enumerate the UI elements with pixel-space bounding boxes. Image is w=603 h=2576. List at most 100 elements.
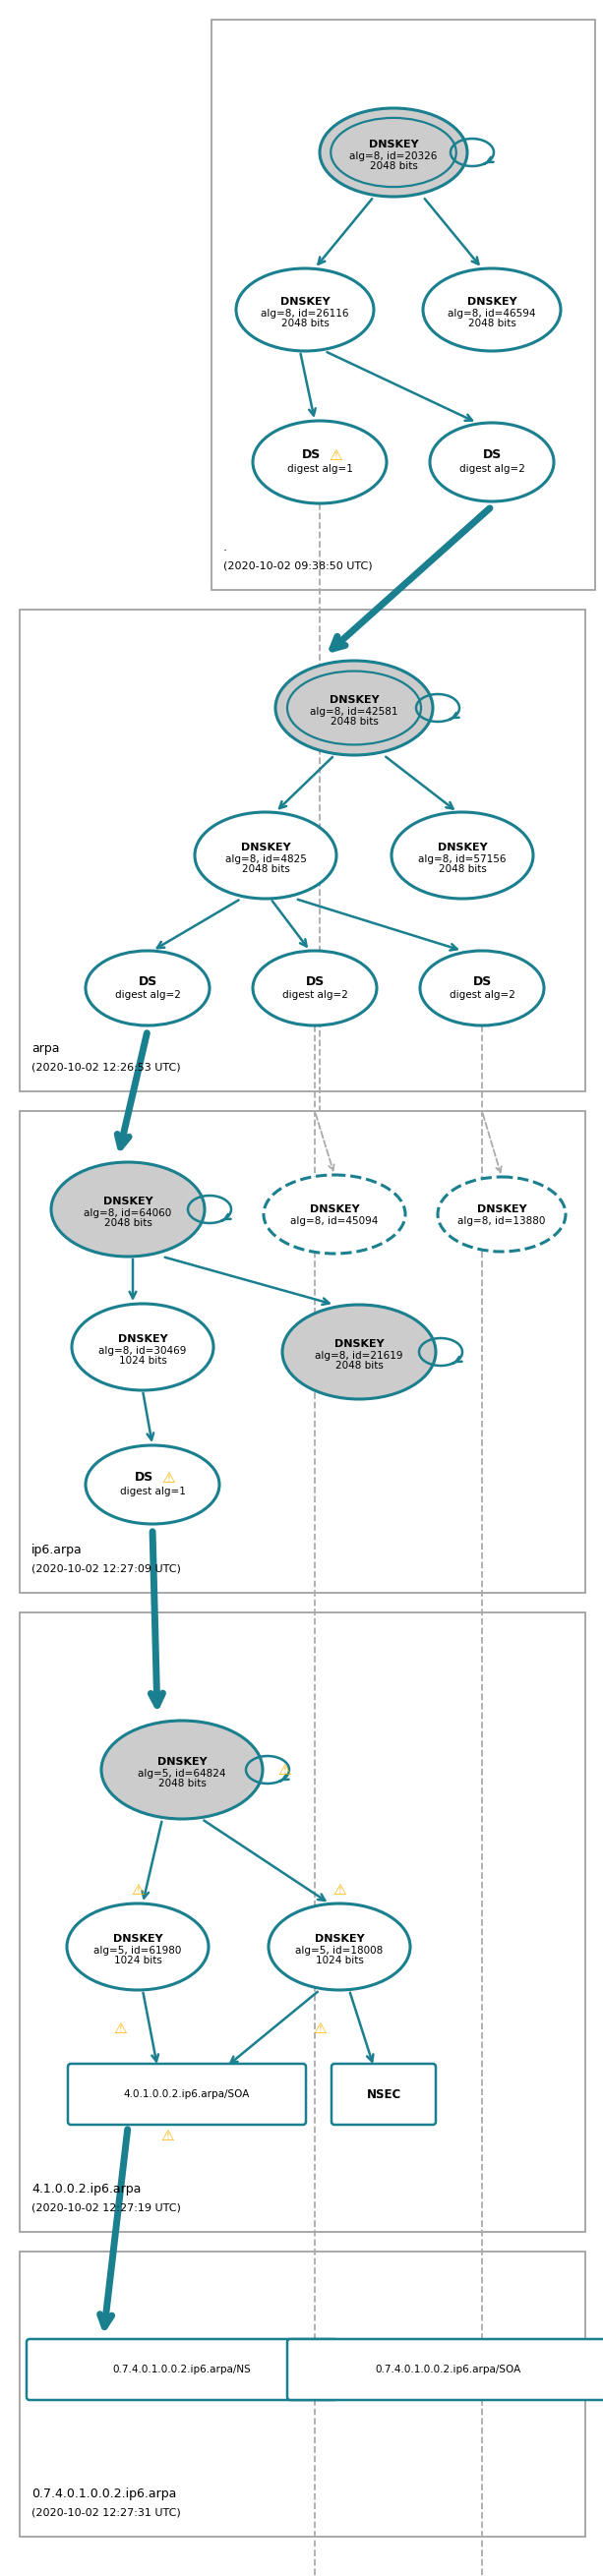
Text: DNSKEY: DNSKEY <box>368 139 418 149</box>
Text: 2048 bits: 2048 bits <box>438 863 487 873</box>
Text: DNSKEY: DNSKEY <box>329 696 379 706</box>
Ellipse shape <box>320 108 467 196</box>
Bar <box>212 21 595 590</box>
Text: DNSKEY: DNSKEY <box>334 1340 384 1350</box>
Text: 2048 bits: 2048 bits <box>281 319 329 327</box>
Text: digest alg=2: digest alg=2 <box>115 989 180 999</box>
Ellipse shape <box>438 1177 566 1252</box>
Text: DNSKEY: DNSKEY <box>113 1935 163 1945</box>
Bar <box>20 2251 586 2537</box>
Text: ⚠: ⚠ <box>131 1883 144 1896</box>
Ellipse shape <box>423 268 561 350</box>
Text: ⚠: ⚠ <box>162 1471 175 1486</box>
Text: (2020-10-02 12:27:09 UTC): (2020-10-02 12:27:09 UTC) <box>31 1564 181 1574</box>
Text: digest alg=1: digest alg=1 <box>119 1486 185 1497</box>
Text: DS: DS <box>302 448 321 461</box>
Text: arpa: arpa <box>31 1043 60 1056</box>
Ellipse shape <box>287 672 421 744</box>
Text: DNSKEY: DNSKEY <box>280 296 330 307</box>
Text: 1024 bits: 1024 bits <box>119 1355 166 1365</box>
Text: 4.0.1.0.0.2.ip6.arpa/SOA: 4.0.1.0.0.2.ip6.arpa/SOA <box>124 2089 250 2099</box>
Text: alg=8, id=26116: alg=8, id=26116 <box>261 309 349 319</box>
Text: NSEC: NSEC <box>366 2087 401 2099</box>
Text: DNSKEY: DNSKEY <box>315 1935 364 1945</box>
Text: DS: DS <box>482 448 501 461</box>
Text: alg=8, id=46594: alg=8, id=46594 <box>448 309 536 319</box>
Text: DS: DS <box>305 974 324 987</box>
Ellipse shape <box>331 118 456 188</box>
Text: 2048 bits: 2048 bits <box>158 1777 206 1788</box>
Bar <box>20 1110 586 1592</box>
Text: alg=5, id=18008: alg=5, id=18008 <box>295 1945 384 1955</box>
Ellipse shape <box>51 1162 204 1257</box>
Ellipse shape <box>101 1721 263 1819</box>
Ellipse shape <box>72 1303 213 1391</box>
Text: 0.7.4.0.1.0.0.2.ip6.arpa/NS: 0.7.4.0.1.0.0.2.ip6.arpa/NS <box>113 2365 251 2375</box>
Text: 4.1.0.0.2.ip6.arpa: 4.1.0.0.2.ip6.arpa <box>31 2182 141 2195</box>
Text: digest alg=2: digest alg=2 <box>282 989 348 999</box>
Text: (2020-10-02 12:26:53 UTC): (2020-10-02 12:26:53 UTC) <box>31 1061 181 1072</box>
Text: alg=8, id=4825: alg=8, id=4825 <box>225 855 306 863</box>
Bar <box>20 611 586 1092</box>
Text: alg=8, id=21619: alg=8, id=21619 <box>315 1350 403 1360</box>
Text: 2048 bits: 2048 bits <box>370 162 417 170</box>
Ellipse shape <box>430 422 554 502</box>
Text: DNSKEY: DNSKEY <box>118 1334 168 1345</box>
Ellipse shape <box>282 1303 436 1399</box>
Text: DS: DS <box>138 974 157 987</box>
Text: DNSKEY: DNSKEY <box>241 842 291 853</box>
Text: alg=5, id=64824: alg=5, id=64824 <box>138 1770 226 1777</box>
Text: 2048 bits: 2048 bits <box>468 319 516 327</box>
Text: digest alg=2: digest alg=2 <box>459 464 525 474</box>
Ellipse shape <box>420 951 544 1025</box>
FancyBboxPatch shape <box>68 2063 306 2125</box>
FancyBboxPatch shape <box>287 2339 603 2401</box>
Text: ⚠: ⚠ <box>313 2022 326 2035</box>
Text: DNSKEY: DNSKEY <box>477 1206 526 1213</box>
Text: digest alg=1: digest alg=1 <box>287 464 353 474</box>
Text: 2048 bits: 2048 bits <box>335 1360 383 1370</box>
Text: 2048 bits: 2048 bits <box>242 863 289 873</box>
Ellipse shape <box>276 659 433 755</box>
Text: DNSKEY: DNSKEY <box>103 1198 153 1206</box>
Text: 2048 bits: 2048 bits <box>104 1218 152 1229</box>
Text: DNSKEY: DNSKEY <box>437 842 487 853</box>
Text: ip6.arpa: ip6.arpa <box>31 1543 83 1556</box>
Text: alg=8, id=13880: alg=8, id=13880 <box>458 1216 546 1226</box>
Text: DNSKEY: DNSKEY <box>157 1757 207 1767</box>
FancyBboxPatch shape <box>27 2339 338 2401</box>
Text: (2020-10-02 12:27:19 UTC): (2020-10-02 12:27:19 UTC) <box>31 2202 181 2213</box>
Text: DNSKEY: DNSKEY <box>309 1206 359 1213</box>
Text: 0.7.4.0.1.0.0.2.ip6.arpa: 0.7.4.0.1.0.0.2.ip6.arpa <box>31 2488 177 2501</box>
Ellipse shape <box>236 268 374 350</box>
FancyBboxPatch shape <box>332 2063 436 2125</box>
Text: 2048 bits: 2048 bits <box>330 716 378 726</box>
Text: DNSKEY: DNSKEY <box>467 296 517 307</box>
Text: (2020-10-02 12:27:31 UTC): (2020-10-02 12:27:31 UTC) <box>31 2506 181 2517</box>
Text: alg=8, id=30469: alg=8, id=30469 <box>99 1347 186 1355</box>
Text: ⚠: ⚠ <box>113 2022 127 2035</box>
Text: alg=5, id=61980: alg=5, id=61980 <box>93 1945 182 1955</box>
Text: ⚠: ⚠ <box>333 1883 346 1896</box>
Ellipse shape <box>86 1445 219 1525</box>
Text: DS: DS <box>473 974 491 987</box>
Text: 1024 bits: 1024 bits <box>315 1955 364 1965</box>
Text: 1024 bits: 1024 bits <box>114 1955 162 1965</box>
Bar <box>20 1613 586 2231</box>
Text: alg=8, id=42581: alg=8, id=42581 <box>310 706 398 716</box>
Text: ⚠: ⚠ <box>329 448 342 464</box>
Text: DS: DS <box>135 1471 154 1484</box>
Ellipse shape <box>86 951 209 1025</box>
Text: ⚠: ⚠ <box>160 2128 174 2143</box>
Text: alg=8, id=45094: alg=8, id=45094 <box>291 1216 379 1226</box>
Ellipse shape <box>253 420 387 502</box>
Text: (2020-10-02 09:38:50 UTC): (2020-10-02 09:38:50 UTC) <box>223 562 373 569</box>
Text: alg=8, id=64060: alg=8, id=64060 <box>84 1208 172 1218</box>
Ellipse shape <box>268 1904 410 1991</box>
Ellipse shape <box>264 1175 405 1255</box>
Ellipse shape <box>253 951 377 1025</box>
Text: .: . <box>223 541 227 554</box>
Ellipse shape <box>67 1904 209 1991</box>
Ellipse shape <box>195 811 336 899</box>
Text: 0.7.4.0.1.0.0.2.ip6.arpa/SOA: 0.7.4.0.1.0.0.2.ip6.arpa/SOA <box>374 2365 520 2375</box>
